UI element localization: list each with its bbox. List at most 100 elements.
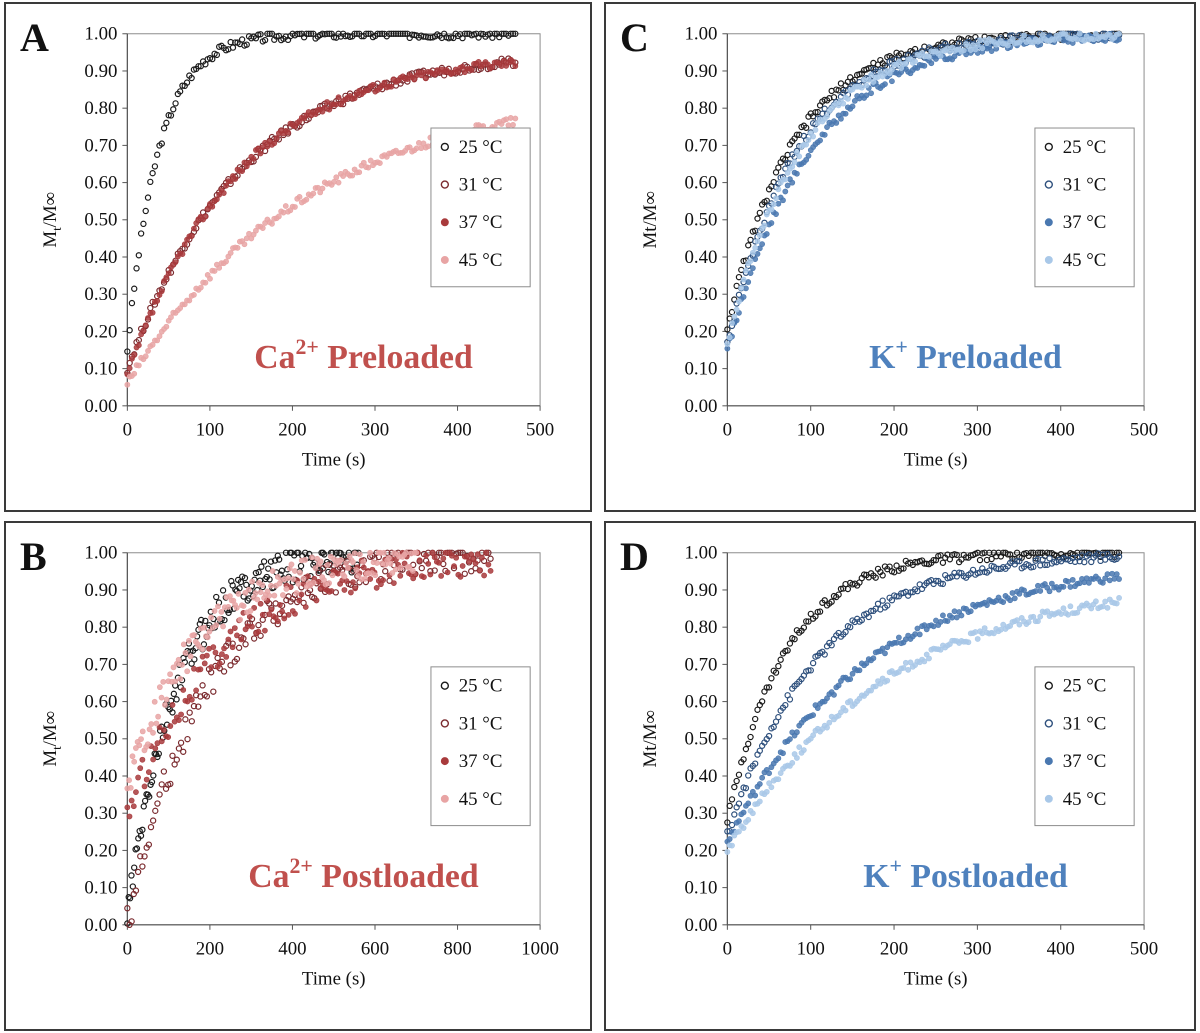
legend-label: 45 °C <box>1063 250 1107 271</box>
data-point <box>184 668 191 675</box>
data-point <box>388 83 395 90</box>
data-point <box>225 636 232 643</box>
data-point <box>735 771 743 778</box>
y-tick-label: 0.00 <box>684 915 717 936</box>
data-point <box>147 178 154 186</box>
data-point <box>326 580 332 587</box>
data-point <box>367 157 374 164</box>
data-point <box>335 570 341 577</box>
data-point <box>772 669 780 676</box>
data-point <box>158 288 165 295</box>
data-point <box>234 632 240 639</box>
data-point <box>137 230 145 237</box>
data-point <box>889 66 895 73</box>
data-point <box>271 140 278 147</box>
data-point <box>150 729 156 736</box>
data-point <box>290 576 297 582</box>
legend-label: 31 °C <box>1063 175 1107 196</box>
legend-marker <box>1044 794 1053 803</box>
data-point <box>206 628 213 635</box>
data-point <box>729 320 735 326</box>
data-point <box>341 573 348 580</box>
y-axis-title: Mt/M∞ <box>640 710 661 767</box>
data-point <box>292 568 298 574</box>
data-point <box>133 845 141 852</box>
data-point <box>158 738 165 745</box>
data-point <box>200 641 208 648</box>
legend-label: 31 °C <box>459 713 503 734</box>
panel-letter-a: A <box>20 15 49 60</box>
data-point <box>144 194 152 201</box>
data-point <box>381 79 388 86</box>
data-point <box>845 95 851 102</box>
data-point <box>319 565 327 572</box>
data-point <box>1076 30 1083 37</box>
x-tick-label: 400 <box>1047 939 1075 960</box>
legend-marker <box>1044 142 1053 152</box>
data-point <box>365 164 372 171</box>
data-point <box>251 604 258 611</box>
series-0 <box>724 549 1123 826</box>
data-point <box>986 567 993 574</box>
data-point <box>277 601 283 608</box>
data-point <box>353 567 360 573</box>
data-point <box>360 564 367 571</box>
data-point <box>285 129 291 136</box>
data-point <box>733 306 740 313</box>
data-point <box>271 592 278 599</box>
data-point <box>870 655 877 662</box>
data-point <box>165 270 172 277</box>
data-point <box>1055 36 1062 42</box>
data-point <box>735 800 743 807</box>
data-point <box>124 905 131 912</box>
data-point <box>234 244 241 251</box>
data-point <box>842 110 849 117</box>
series-3 <box>124 549 420 792</box>
data-point <box>512 115 519 122</box>
data-point <box>295 580 302 587</box>
data-point <box>220 668 228 675</box>
chart-annotation: K+ Postloaded <box>863 854 1068 895</box>
data-point <box>752 256 759 262</box>
data-point <box>951 608 958 615</box>
data-point <box>376 160 383 166</box>
data-point <box>1035 618 1041 625</box>
data-point <box>979 45 986 52</box>
data-point <box>319 549 327 556</box>
data-point <box>800 624 808 631</box>
x-tick-label: 400 <box>278 939 306 960</box>
data-point <box>842 707 849 714</box>
data-point <box>401 560 408 567</box>
data-point <box>151 698 158 705</box>
data-point <box>213 593 220 601</box>
data-point <box>1116 576 1122 582</box>
data-point <box>124 381 131 388</box>
y-tick-label: 0.30 <box>684 803 717 824</box>
data-point <box>156 333 163 340</box>
data-point <box>288 561 295 568</box>
data-point <box>142 353 149 360</box>
data-point <box>303 196 310 203</box>
data-point <box>1115 553 1123 560</box>
data-point <box>214 196 220 203</box>
y-tick-label: 0.00 <box>84 915 117 936</box>
data-point <box>481 572 487 579</box>
data-point <box>201 624 208 631</box>
data-point <box>241 241 248 248</box>
data-point <box>135 342 142 349</box>
data-point <box>724 326 731 333</box>
data-point <box>974 42 981 48</box>
data-point <box>745 740 752 748</box>
data-point <box>1013 557 1021 565</box>
data-point <box>237 616 244 623</box>
data-point <box>728 308 736 316</box>
data-point <box>167 671 173 678</box>
data-point <box>747 270 754 277</box>
data-point <box>219 587 227 594</box>
data-point <box>279 608 285 615</box>
data-point <box>387 560 394 567</box>
data-point <box>849 103 856 110</box>
panel-b: 0.00 0.10 0.20 0.30 0.40 0.50 0.60 0.70 0.80 0.90… <box>4 521 592 1031</box>
data-point <box>382 568 389 575</box>
data-point <box>926 655 932 662</box>
